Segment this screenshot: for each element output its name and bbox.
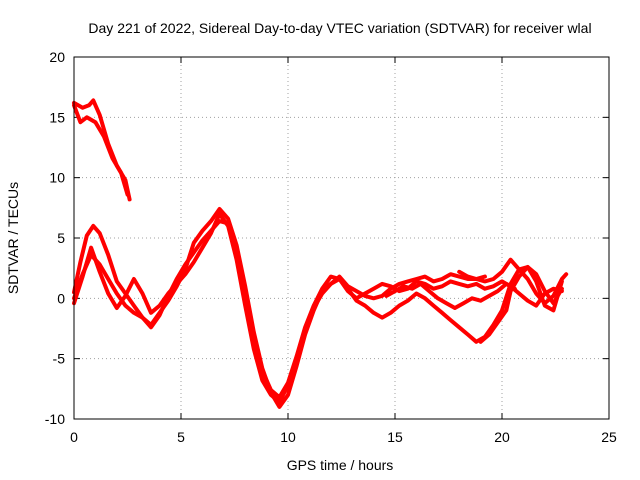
y-tick-label: 20 (49, 49, 65, 65)
y-tick-label: 15 (49, 109, 65, 125)
x-tick-label: 5 (177, 429, 185, 445)
x-tick-label: 15 (387, 429, 403, 445)
series-arc-6 (384, 281, 517, 310)
grid-lines (74, 57, 609, 419)
data-series (72, 98, 569, 409)
x-tick-label: 25 (601, 429, 617, 445)
plot-frame (73, 56, 610, 420)
y-tick-label: -5 (53, 351, 66, 367)
y-tick-label: 5 (57, 230, 65, 246)
x-tick-label: 10 (280, 429, 296, 445)
series-arc-8 (457, 257, 569, 306)
y-tick-label: 0 (57, 290, 65, 306)
series-arc-2 (72, 103, 130, 197)
y-tick-label: 10 (49, 170, 65, 186)
series-arc-7 (478, 265, 564, 344)
x-tick-label: 0 (70, 429, 78, 445)
chart-title: Day 221 of 2022, Sidereal Day-to-day VTE… (88, 20, 591, 36)
x-axis-label: GPS time / hours (287, 457, 394, 473)
x-tick-label: 20 (494, 429, 510, 445)
y-tick-label: -10 (45, 411, 65, 427)
y-axis-label: SDTVAR / TECUs (5, 182, 21, 294)
